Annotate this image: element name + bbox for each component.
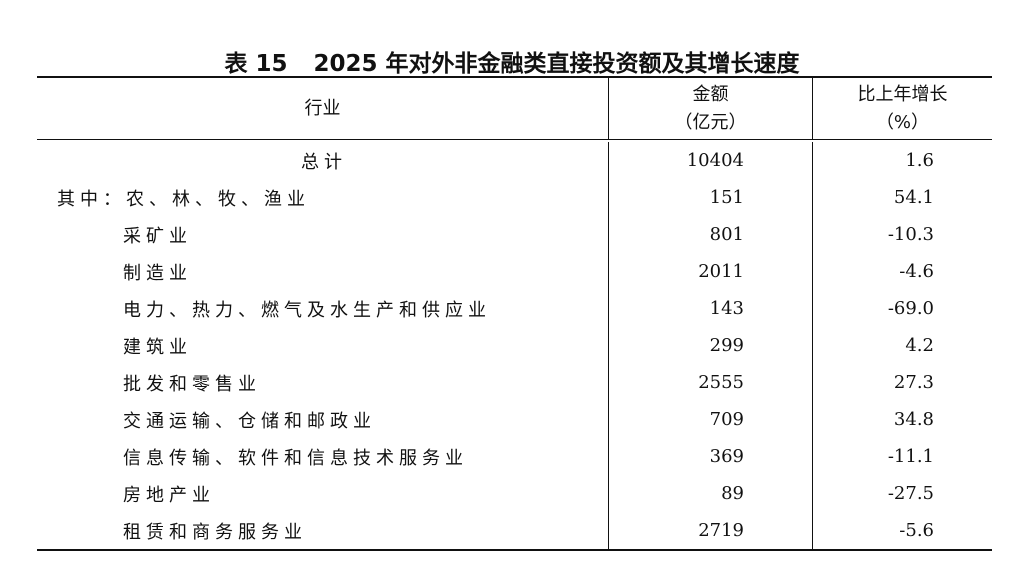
table-row: 交通运输、仓储和邮政业 709 34.8 [37,401,992,438]
cell-amount: 89 [608,475,812,512]
table-row: 房地产业 89 -27.5 [37,475,992,512]
cell-name: 采矿业 [123,225,192,247]
cell-growth: -10.3 [812,216,992,253]
cell-amount: 151 [608,179,812,216]
table-caption: 2025 年对外非金融类直接投资额及其增长速度 [313,51,800,77]
cell-amount: 10404 [608,142,812,179]
cell-growth: -11.1 [812,438,992,475]
cell-growth: 27.3 [812,364,992,401]
table-row: 批发和零售业 2555 27.3 [37,364,992,401]
table-header: 行业 金额 （亿元） 比上年增长 （%） [37,78,992,140]
cell-growth: -69.0 [812,290,992,327]
cell-name: 房地产业 [123,484,215,506]
cell-name: 电力、热力、燃气及水生产和供应业 [123,299,491,321]
table-title: 表 15 2025 年对外非金融类直接投资额及其增长速度 [0,44,1024,78]
header-growth-unit: （%） [875,111,930,133]
cell-growth: -27.5 [812,475,992,512]
table-row: 制造业 2011 -4.6 [37,253,992,290]
cell-name: 建筑业 [123,336,192,358]
header-industry: 行业 [37,78,608,139]
header-amount-label: 金额 [692,83,729,105]
table-row: 信息传输、软件和信息技术服务业 369 -11.1 [37,438,992,475]
table-row: 租赁和商务服务业 2719 -5.6 [37,512,992,549]
cell-growth: 1.6 [812,142,992,179]
table-row: 总计 10404 1.6 [37,142,992,179]
cell-amount: 801 [608,216,812,253]
header-amount: 金额 （亿元） [608,78,812,139]
cell-name: 批发和零售业 [123,373,261,395]
table-row: 其中：农、林、牧、渔业 151 54.1 [37,179,992,216]
cell-name: 信息传输、软件和信息技术服务业 [123,447,468,469]
header-amount-unit: （亿元） [674,111,747,133]
cell-growth: 54.1 [812,179,992,216]
cell-growth: 34.8 [812,401,992,438]
cell-name: 租赁和商务服务业 [123,521,307,543]
cell-amount: 143 [608,290,812,327]
table-row: 采矿业 801 -10.3 [37,216,992,253]
cell-amount: 709 [608,401,812,438]
data-table: 行业 金额 （亿元） 比上年增长 （%） 总计 10404 1.6 其中：农、林、牧、渔业… [37,76,992,551]
header-growth-label: 比上年增长 [857,83,948,105]
cell-amount: 2555 [608,364,812,401]
header-industry-label: 行业 [304,97,341,119]
cell-growth: 4.2 [812,327,992,364]
table-row: 电力、热力、燃气及水生产和供应业 143 -69.0 [37,290,992,327]
cell-growth: -4.6 [812,253,992,290]
cell-name: 交通运输、仓储和邮政业 [123,410,376,432]
cell-growth: -5.6 [812,512,992,549]
table-row: 建筑业 299 4.2 [37,327,992,364]
table-body: 总计 10404 1.6 其中：农、林、牧、渔业 151 54.1 采矿业 801 -10.3 制… [37,142,992,549]
cell-amount: 2011 [608,253,812,290]
cell-name: 制造业 [123,262,192,284]
cell-amount: 369 [608,438,812,475]
header-growth: 比上年增长 （%） [812,78,992,139]
cell-name: 总计 [301,151,347,173]
cell-name: 其中：农、林、牧、渔业 [57,188,310,210]
cell-amount: 299 [608,327,812,364]
cell-amount: 2719 [608,512,812,549]
table-number: 表 15 [224,51,288,77]
